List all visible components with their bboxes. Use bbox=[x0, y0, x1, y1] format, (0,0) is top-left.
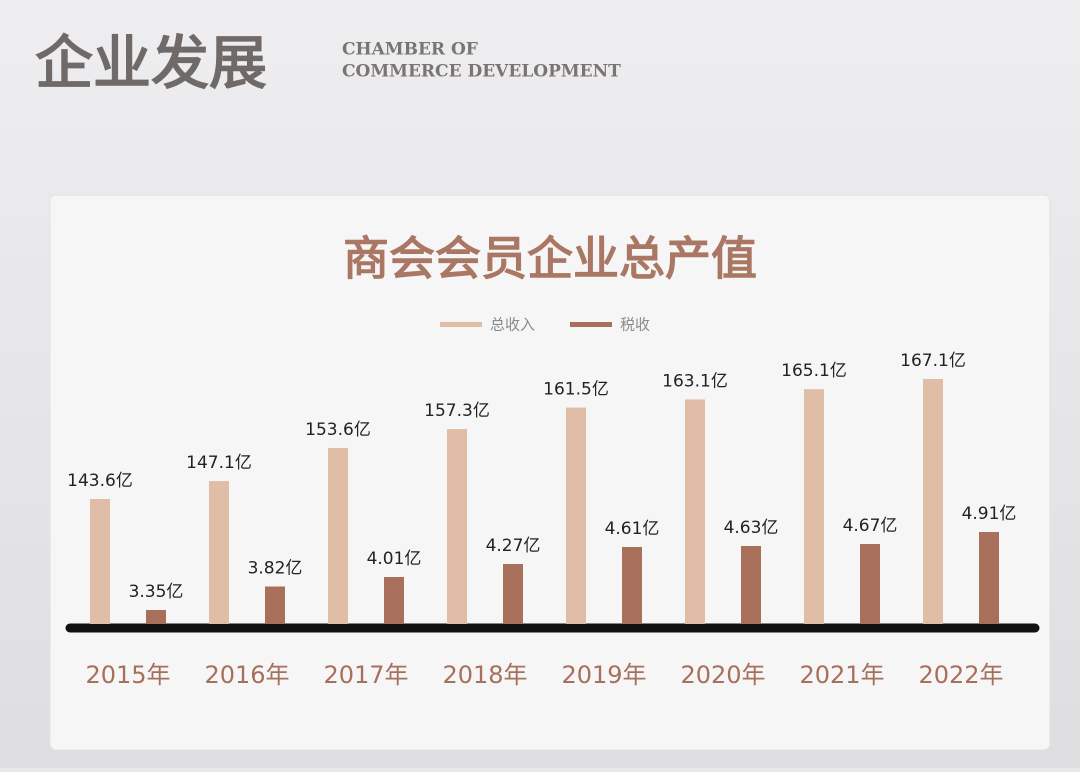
bar bbox=[90, 499, 110, 624]
value-label: 4.63亿 bbox=[724, 518, 779, 538]
bar bbox=[447, 429, 467, 624]
x-tick-label: 2022年 bbox=[918, 661, 1003, 689]
value-label: 4.27亿 bbox=[486, 536, 541, 556]
bar bbox=[209, 481, 229, 624]
x-tick-label: 2017年 bbox=[323, 661, 408, 689]
legend-swatch bbox=[570, 322, 612, 327]
bar bbox=[741, 546, 761, 624]
bar bbox=[622, 547, 642, 624]
bar bbox=[566, 407, 586, 624]
legend-swatch bbox=[440, 322, 482, 327]
value-label: 143.6亿 bbox=[67, 471, 133, 491]
value-label: 165.1亿 bbox=[781, 361, 847, 381]
value-label: 4.91亿 bbox=[962, 504, 1017, 524]
value-label: 157.3亿 bbox=[424, 401, 490, 421]
bar bbox=[923, 379, 943, 624]
value-label: 3.82亿 bbox=[248, 559, 303, 579]
x-tick-label: 2018年 bbox=[442, 661, 527, 689]
header-subtitle: CHAMBER OF bbox=[342, 40, 478, 60]
value-label: 4.67亿 bbox=[843, 516, 898, 536]
bar bbox=[804, 389, 824, 624]
bar bbox=[328, 447, 348, 624]
panel bbox=[49, 194, 1051, 751]
legend-label: 总收入 bbox=[490, 316, 535, 334]
bar bbox=[265, 586, 285, 624]
value-label: 167.1亿 bbox=[900, 351, 966, 371]
value-label: 3.35亿 bbox=[129, 582, 184, 602]
value-label: 147.1亿 bbox=[186, 453, 252, 473]
chart-title: 商会会员企业总产值 bbox=[343, 232, 757, 286]
header-subtitle: COMMERCE DEVELOPMENT bbox=[342, 62, 621, 82]
bar bbox=[384, 577, 404, 624]
value-label: 161.5亿 bbox=[543, 380, 609, 400]
legend-label: 税收 bbox=[620, 316, 650, 334]
bar bbox=[979, 532, 999, 624]
bar bbox=[860, 544, 880, 624]
bar bbox=[685, 399, 705, 624]
value-label: 153.6亿 bbox=[305, 420, 371, 440]
header-title: 企业发展 bbox=[35, 29, 267, 97]
value-label: 163.1亿 bbox=[662, 371, 728, 391]
value-label: 4.01亿 bbox=[367, 549, 422, 569]
x-tick-label: 2021年 bbox=[799, 661, 884, 689]
value-label: 4.61亿 bbox=[605, 519, 660, 539]
bar bbox=[503, 564, 523, 624]
x-tick-label: 2020年 bbox=[680, 661, 765, 689]
bar bbox=[146, 610, 166, 624]
x-tick-label: 2019年 bbox=[561, 661, 646, 689]
x-tick-label: 2016年 bbox=[204, 661, 289, 689]
x-tick-label: 2015年 bbox=[85, 661, 170, 689]
